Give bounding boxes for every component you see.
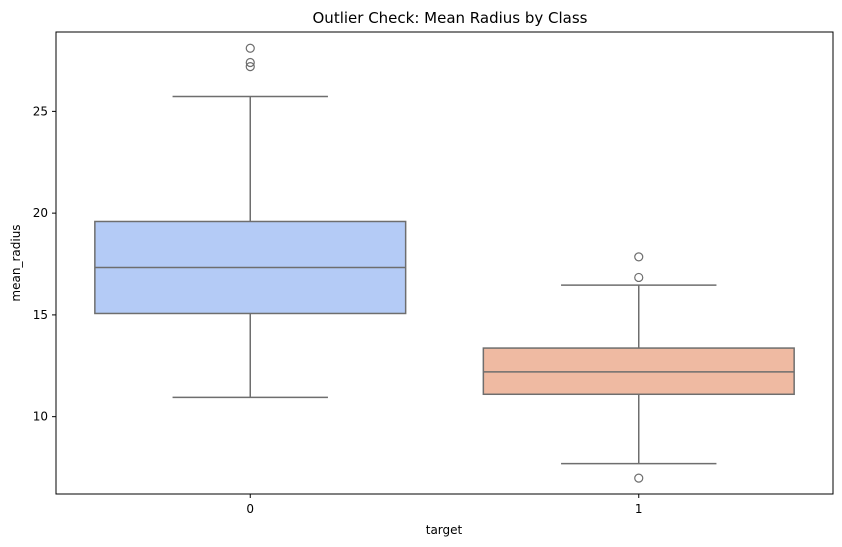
- outlier-point: [634, 473, 644, 483]
- x-tick-label: 0: [246, 502, 254, 516]
- y-tick-label: 20: [33, 206, 48, 220]
- outlier-point: [245, 43, 255, 53]
- outlier-point: [245, 61, 255, 72]
- axes: 10 15 20 25 0 1: [33, 104, 643, 516]
- y-tick-label: 15: [33, 308, 48, 322]
- box-group-0: [94, 43, 407, 399]
- y-tick-label: 25: [33, 104, 48, 118]
- y-tick-label: 10: [33, 410, 48, 424]
- chart-title: Outlier Check: Mean Radius by Class: [313, 9, 588, 27]
- outlier-point: [634, 252, 644, 262]
- x-tick-label: 1: [635, 502, 643, 516]
- plot-area: [94, 43, 795, 483]
- x-axis-label: target: [426, 523, 463, 537]
- outlier-point: [245, 57, 255, 68]
- box-group-1: [482, 252, 795, 483]
- y-axis-label: mean_radius: [9, 224, 23, 301]
- outlier-point: [634, 272, 644, 283]
- plot-frame: [55, 31, 834, 495]
